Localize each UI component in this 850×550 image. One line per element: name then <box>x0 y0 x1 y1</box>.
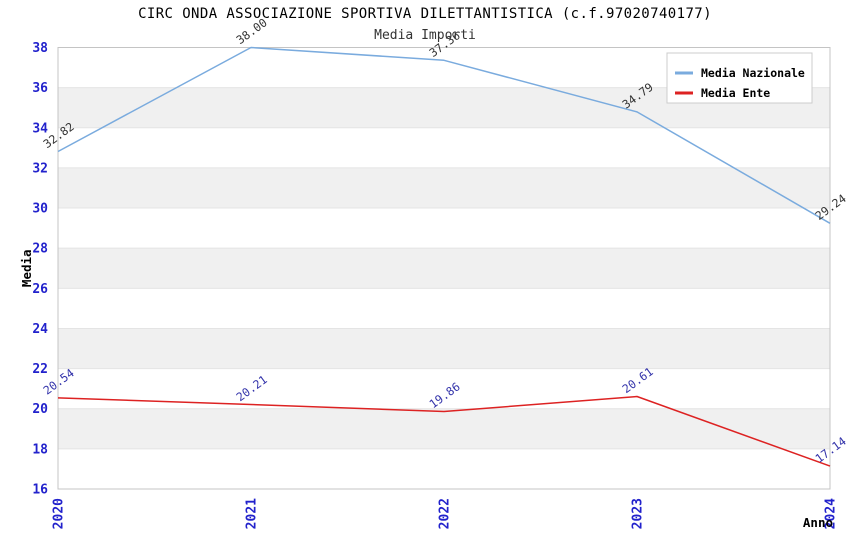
y-tick-label: 20 <box>32 402 48 417</box>
x-tick-label: 2022 <box>438 498 453 529</box>
y-tick-label: 16 <box>32 483 48 498</box>
legend-item-media-ente: Media Ente <box>675 86 770 100</box>
y-tick-label: 18 <box>32 442 48 457</box>
legend-label: Media Nazionale <box>701 66 805 80</box>
y-tick-label: 32 <box>32 161 48 176</box>
legend-label: Media Ente <box>701 86 770 100</box>
plot-band <box>58 448 830 489</box>
plot-border <box>57 47 831 490</box>
series-line-media-ente <box>57 395 831 467</box>
series-line-media-nazionale <box>57 46 831 224</box>
x-tick-label: 2020 <box>52 498 67 529</box>
y-tick-label: 22 <box>32 362 48 377</box>
y-tick-label: 24 <box>32 322 48 337</box>
chart-subtitle: Media Importi <box>374 28 476 43</box>
legend-box <box>666 52 813 104</box>
y-tick-label: 38 <box>32 41 48 56</box>
plot-band <box>58 328 830 369</box>
legend-item-media-nazionale: Media Nazionale <box>675 66 805 80</box>
y-tick-label: 30 <box>32 202 48 217</box>
y-tick-label: 28 <box>32 242 48 257</box>
y-tick-label: 36 <box>32 81 48 96</box>
y-tick-label: 34 <box>32 121 48 136</box>
plot-band <box>58 127 830 168</box>
plot-band <box>58 167 830 209</box>
y-tick-label: 26 <box>32 282 48 297</box>
x-axis-label: Anno <box>803 515 833 530</box>
chart-title: CIRC ONDA ASSOCIAZIONE SPORTIVA DILETTAN… <box>138 6 712 22</box>
plot-band <box>58 208 830 249</box>
plot-band <box>58 288 830 329</box>
x-tick-label: 2023 <box>631 498 646 529</box>
x-tick-label: 2021 <box>245 498 260 529</box>
data-label: 38.00 <box>234 15 270 47</box>
y-axis-label: Media <box>19 249 34 287</box>
plot-band <box>58 408 830 449</box>
x-tick-label: 2024 <box>824 498 839 529</box>
plot-band <box>58 248 830 289</box>
legend: Media Nazionale Media Ente <box>666 52 813 104</box>
